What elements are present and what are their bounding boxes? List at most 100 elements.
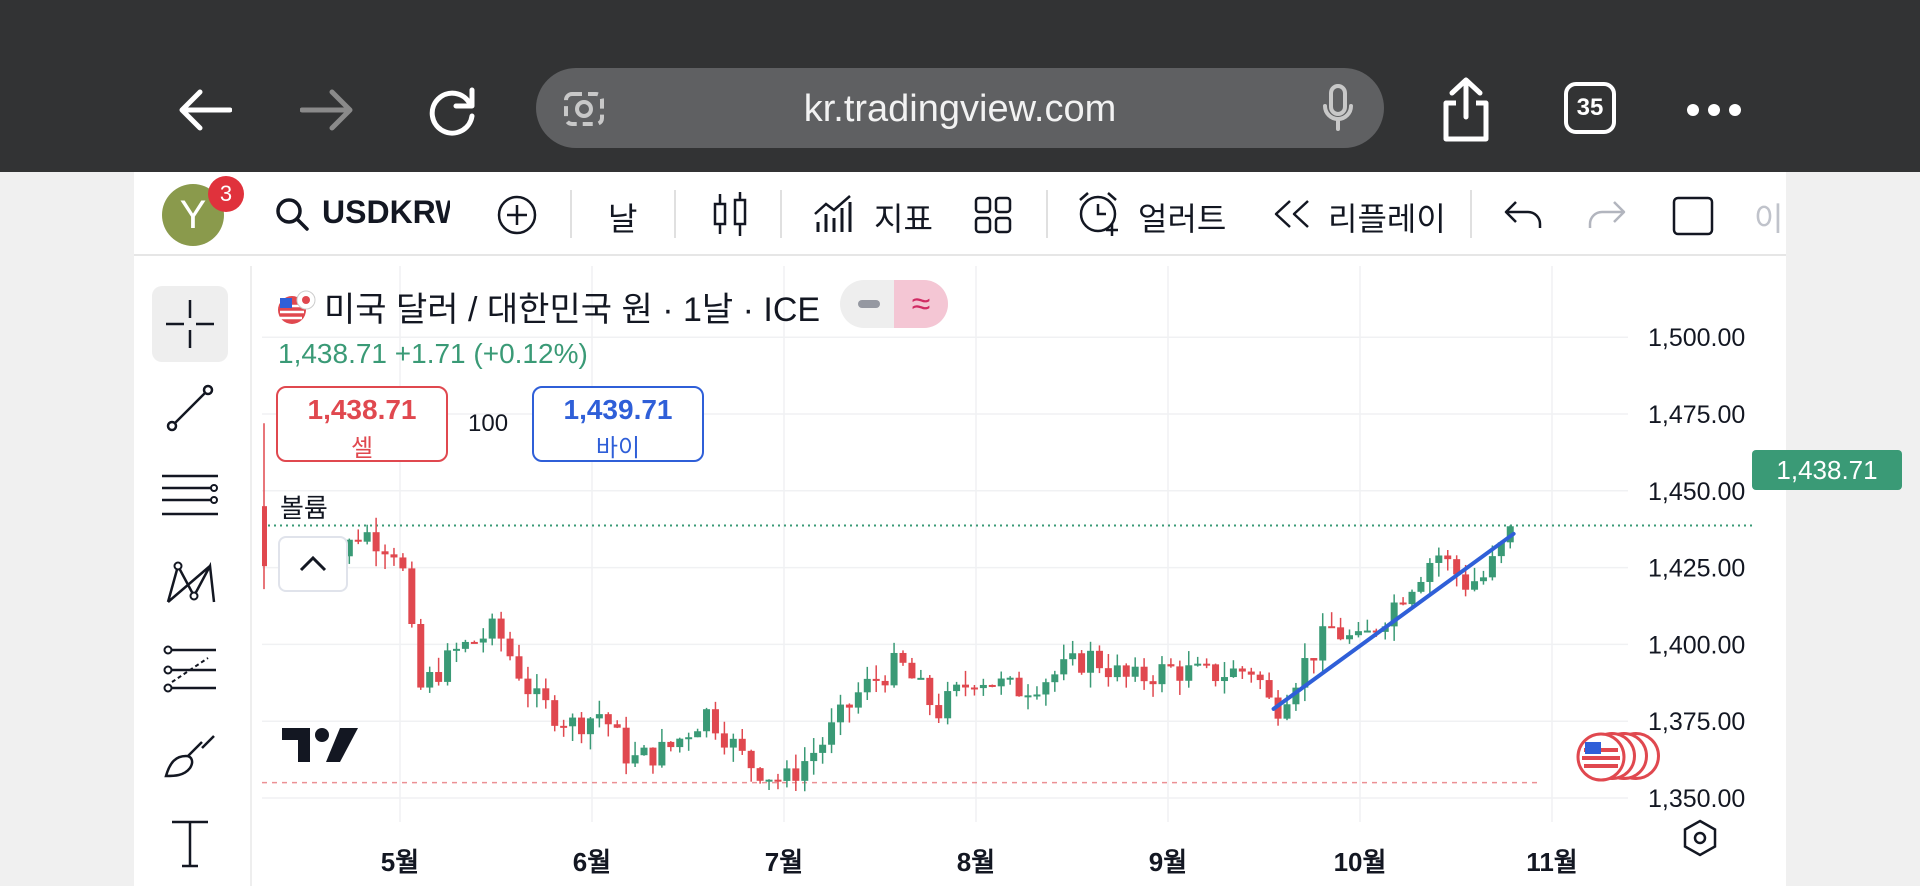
layouts-icon[interactable] (974, 196, 1012, 234)
brush-tool[interactable] (152, 718, 228, 794)
x-tick-label: 9월 (1149, 847, 1187, 877)
candle-body (640, 747, 648, 756)
interval-button[interactable]: 날 (608, 201, 638, 237)
candle-body (461, 641, 469, 649)
buy-button[interactable]: 1,439.71 바이 (532, 386, 704, 462)
candle-body (1426, 562, 1434, 582)
candle-body (542, 688, 550, 701)
candle-body (1247, 671, 1255, 675)
candle-body (363, 532, 371, 542)
candle-body (676, 738, 684, 748)
candle-body (1444, 555, 1452, 560)
candle-body (970, 687, 978, 690)
candle-body (506, 638, 514, 657)
candle-body (872, 678, 880, 681)
search-icon[interactable] (274, 196, 310, 232)
candle-body (1203, 663, 1211, 666)
crosshair-icon (166, 300, 214, 348)
buy-label: 바이 (595, 435, 641, 462)
more-menu-button[interactable] (1676, 72, 1752, 148)
candle-body (1051, 674, 1059, 683)
toolbar-divider (780, 190, 782, 238)
fullscreen-icon[interactable] (1672, 196, 1714, 236)
share-button[interactable] (1428, 72, 1504, 148)
candle-body (1176, 666, 1184, 681)
candle-body (524, 678, 532, 695)
forward-button[interactable] (290, 72, 366, 148)
y-tick-label: 1,425.00 (1648, 555, 1745, 583)
add-symbol-icon[interactable] (496, 194, 538, 236)
candle-body (470, 641, 478, 644)
candle-body (658, 741, 666, 766)
back-button[interactable] (166, 72, 242, 148)
alarm-clock-icon[interactable] (1076, 190, 1122, 238)
candle-body (1488, 556, 1496, 578)
x-tick-label: 6월 (573, 847, 611, 877)
sell-label: 셀 (350, 435, 374, 462)
settings-icon[interactable] (1680, 818, 1720, 858)
chart-pane[interactable]: 1,500.00 1,475.00 1,450.00 1,425.00 1,400.00… (258, 266, 1902, 886)
alerts-button[interactable]: 얼러트 (1138, 201, 1227, 237)
candle-body (962, 684, 970, 688)
candle-body (774, 779, 782, 782)
indicators-button[interactable]: 지표 (874, 201, 933, 237)
symbol-search[interactable]: USDKRW (322, 194, 450, 230)
events-flags[interactable] (1576, 732, 1676, 784)
candle-body (988, 684, 996, 687)
candlestick-type-icon[interactable] (710, 192, 750, 238)
chart-toolbar: Y 3 USDKRW 날 지표 얼러트 리플레이 이 (134, 172, 1786, 256)
candle-body (926, 677, 934, 706)
candle-body (435, 672, 443, 682)
candle-body (836, 704, 844, 723)
collapse-legend-button[interactable] (278, 536, 348, 592)
candle-body (533, 688, 541, 695)
undo-icon[interactable] (1504, 200, 1544, 230)
y-tick-label: 1,350.00 (1648, 785, 1745, 813)
price-chart[interactable]: 1,500.00 1,475.00 1,450.00 1,425.00 1,400.00… (258, 266, 1786, 886)
crosshair-tool[interactable] (152, 286, 228, 362)
fib-retracement-tool[interactable] (152, 458, 228, 534)
lot-size[interactable]: 100 (468, 410, 509, 437)
country-flag-icon (278, 290, 316, 324)
forecast-tool[interactable] (152, 632, 228, 708)
notification-badge: 3 (208, 176, 244, 212)
arrow-right-icon (300, 89, 353, 131)
candle-body (854, 692, 862, 708)
candle-body (551, 700, 559, 726)
candle-body (649, 747, 657, 766)
pattern-tool[interactable] (152, 546, 228, 622)
chart-title: 미국 달러 / 대한민국 원 · 1날 · ICE (324, 291, 821, 329)
candle-body (953, 684, 961, 692)
x-tick-label: 5월 (381, 847, 419, 877)
candle-body (917, 677, 925, 680)
candle-body (1319, 626, 1327, 661)
candle-body (1220, 677, 1228, 682)
browser-toolbar: kr.tradingview.com 35 (0, 0, 1920, 172)
current-price-label: 1,438.71 (1752, 450, 1902, 490)
reload-button[interactable] (414, 72, 490, 148)
volume-indicator-label[interactable]: 볼륨 (280, 493, 328, 523)
indicators-icon[interactable] (812, 192, 856, 236)
tab-count-button[interactable]: 35 (1564, 82, 1616, 134)
drawing-toolbar (134, 266, 252, 886)
candle-body (1238, 668, 1246, 672)
tradingview-logo (282, 728, 358, 762)
candle-body (479, 638, 487, 643)
market-status-pill[interactable]: ≈ (840, 280, 948, 328)
candle-body (488, 618, 496, 639)
candle-body (1471, 581, 1479, 590)
candle-body (345, 539, 353, 557)
replay-button[interactable]: 리플레이 (1328, 201, 1446, 237)
candle-body (997, 678, 1005, 687)
text-tool[interactable] (152, 806, 228, 882)
microphone-icon (1323, 84, 1353, 131)
address-bar[interactable]: kr.tradingview.com (536, 68, 1384, 148)
candle-body (756, 768, 764, 781)
sell-button[interactable]: 1,438.71 셀 (276, 386, 448, 462)
replay-icon[interactable] (1272, 198, 1312, 230)
candle-body (908, 662, 916, 679)
y-tick-label: 1,500.00 (1648, 324, 1745, 352)
trend-line-tool[interactable] (152, 370, 228, 446)
candle-body (399, 557, 407, 569)
redo-icon[interactable] (1586, 200, 1626, 230)
